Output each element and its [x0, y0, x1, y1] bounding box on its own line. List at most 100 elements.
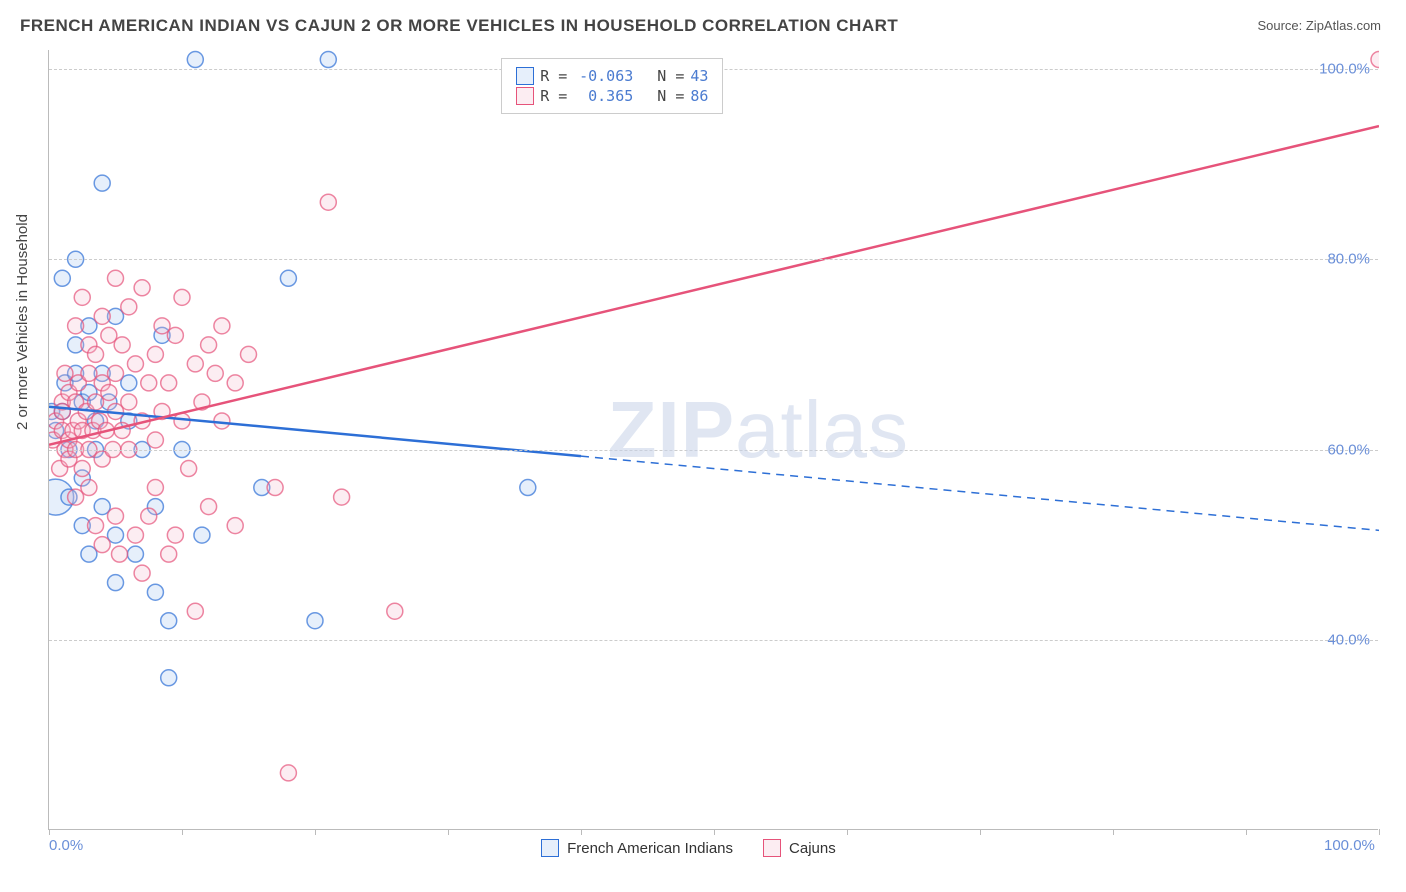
gridline-h [49, 640, 1378, 641]
scatter-point [81, 480, 97, 496]
scatter-point [1371, 52, 1379, 68]
x-tick-mark [980, 829, 981, 835]
legend-swatch [763, 839, 781, 857]
scatter-point [187, 603, 203, 619]
scatter-point [121, 394, 137, 410]
legend-swatch [516, 67, 534, 85]
scatter-point [111, 546, 127, 562]
legend-n-value: 43 [690, 67, 708, 85]
scatter-point [127, 546, 143, 562]
scatter-point [94, 537, 110, 553]
scatter-point [94, 175, 110, 191]
x-tick-mark [315, 829, 316, 835]
scatter-point [121, 299, 137, 315]
scatter-point [167, 327, 183, 343]
scatter-point [108, 508, 124, 524]
plot-area: 40.0%60.0%80.0%100.0% ZIPatlas R =-0.063… [48, 50, 1378, 830]
scatter-point [68, 318, 84, 334]
scatter-point [214, 413, 230, 429]
scatter-point [127, 527, 143, 543]
legend-r-label: R = [540, 67, 567, 85]
legend-r-value: -0.063 [573, 67, 633, 85]
regression-line-solid [49, 126, 1379, 445]
scatter-point [134, 280, 150, 296]
scatter-point [520, 480, 536, 496]
legend-series: French American Indians Cajuns [541, 839, 836, 857]
scatter-point [227, 518, 243, 534]
legend-swatch [516, 87, 534, 105]
scatter-point [167, 527, 183, 543]
x-tick-mark [1113, 829, 1114, 835]
y-tick-label: 100.0% [1319, 61, 1370, 78]
x-tick-mark [1246, 829, 1247, 835]
chart-svg [49, 50, 1379, 830]
scatter-point [147, 480, 163, 496]
legend-series-item: French American Indians [541, 839, 733, 857]
scatter-point [307, 613, 323, 629]
scatter-point [214, 318, 230, 334]
legend-swatch [541, 839, 559, 857]
scatter-point [207, 365, 223, 381]
y-tick-label: 80.0% [1327, 251, 1370, 268]
scatter-point [201, 337, 217, 353]
scatter-point [227, 375, 243, 391]
x-tick-label: 100.0% [1324, 837, 1375, 854]
scatter-point [74, 461, 90, 477]
legend-r-label: R = [540, 87, 567, 105]
legend-r-value: 0.365 [573, 87, 633, 105]
legend-n-label: N = [657, 87, 684, 105]
scatter-point [320, 52, 336, 68]
scatter-point [161, 375, 177, 391]
legend-row: R =-0.063N = 43 [516, 67, 708, 85]
scatter-point [147, 432, 163, 448]
x-tick-mark [182, 829, 183, 835]
y-tick-label: 40.0% [1327, 631, 1370, 648]
scatter-point [241, 346, 257, 362]
scatter-point [187, 52, 203, 68]
scatter-point [141, 375, 157, 391]
scatter-point [88, 346, 104, 362]
scatter-point [101, 384, 117, 400]
regression-line-dashed [581, 456, 1379, 530]
scatter-point [94, 308, 110, 324]
scatter-point [280, 765, 296, 781]
chart-title: FRENCH AMERICAN INDIAN VS CAJUN 2 OR MOR… [20, 16, 898, 36]
scatter-point [201, 499, 217, 515]
legend-series-item: Cajuns [763, 839, 836, 857]
scatter-point [108, 575, 124, 591]
scatter-point [134, 565, 150, 581]
x-tick-label: 0.0% [49, 837, 83, 854]
scatter-point [387, 603, 403, 619]
scatter-point [127, 356, 143, 372]
scatter-point [187, 356, 203, 372]
scatter-point [320, 194, 336, 210]
y-axis-label: 2 or more Vehicles in Household [14, 214, 31, 430]
scatter-point [147, 346, 163, 362]
scatter-point [88, 518, 104, 534]
legend-correlation: R =-0.063N = 43R =0.365N = 86 [501, 58, 723, 114]
scatter-point [54, 270, 70, 286]
x-tick-mark [49, 829, 50, 835]
x-tick-mark [1379, 829, 1380, 835]
scatter-point [108, 365, 124, 381]
scatter-point [161, 546, 177, 562]
scatter-point [114, 337, 130, 353]
scatter-point [147, 584, 163, 600]
scatter-point [334, 489, 350, 505]
scatter-point [141, 508, 157, 524]
scatter-point [161, 613, 177, 629]
scatter-point [161, 670, 177, 686]
y-tick-label: 60.0% [1327, 441, 1370, 458]
x-tick-mark [448, 829, 449, 835]
legend-row: R =0.365N = 86 [516, 87, 708, 105]
x-tick-mark [714, 829, 715, 835]
gridline-h [49, 450, 1378, 451]
legend-series-label: Cajuns [789, 840, 836, 857]
scatter-point [267, 480, 283, 496]
x-tick-mark [581, 829, 582, 835]
scatter-point [108, 270, 124, 286]
legend-series-label: French American Indians [567, 840, 733, 857]
scatter-point [280, 270, 296, 286]
scatter-point [181, 461, 197, 477]
x-tick-mark [847, 829, 848, 835]
